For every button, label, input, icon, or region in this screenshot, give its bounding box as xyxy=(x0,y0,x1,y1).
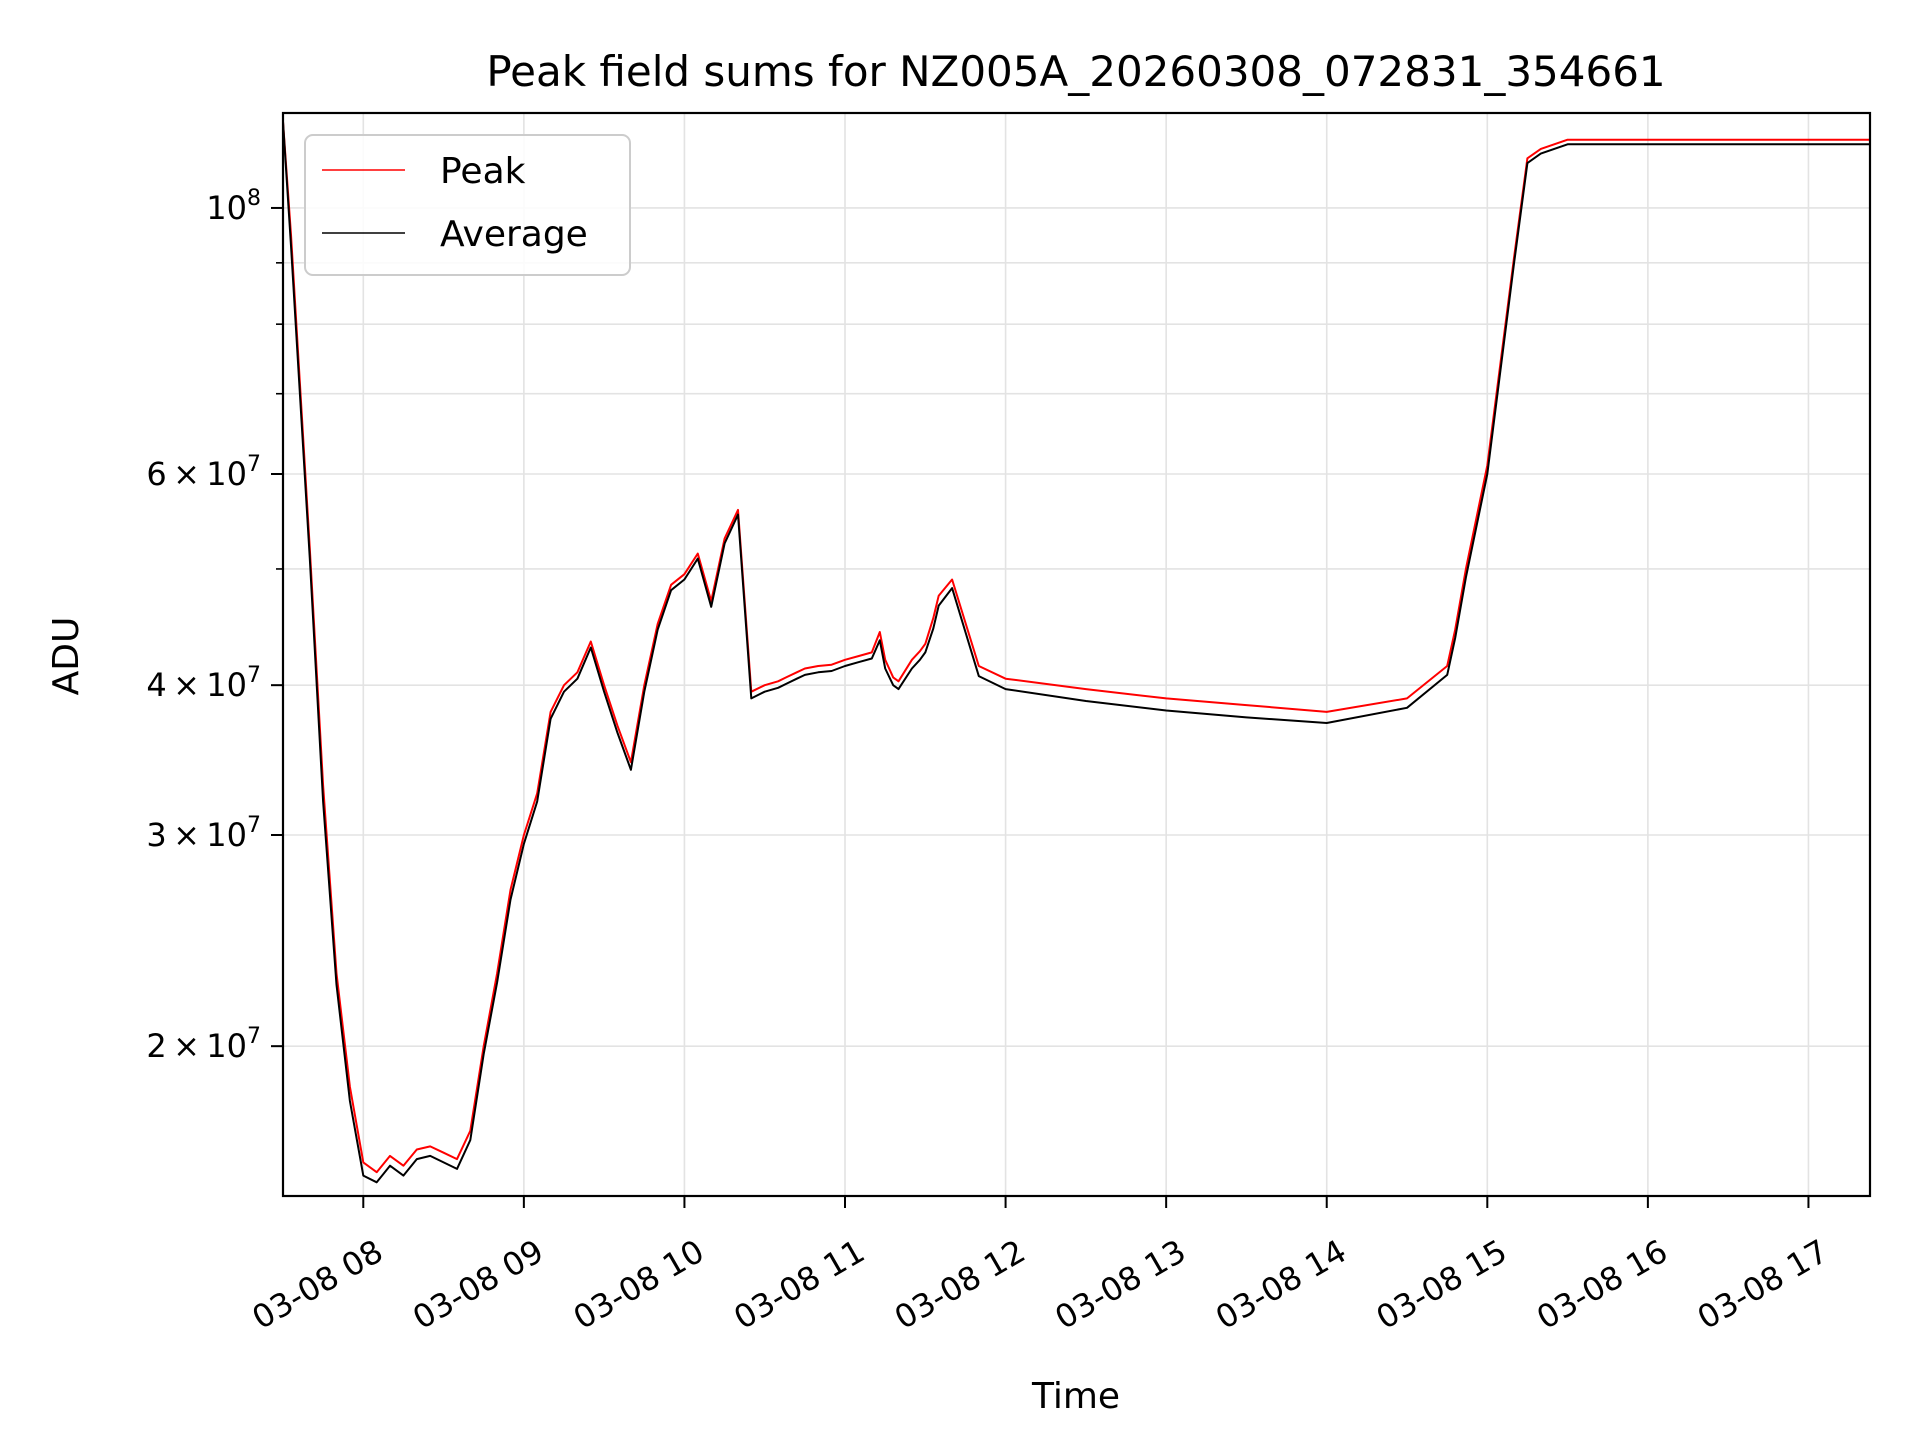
y-tick-label: 6 × 107 xyxy=(146,452,261,493)
x-tick-label: 03-08 11 xyxy=(727,1232,871,1337)
x-axis-label: Time xyxy=(1031,1376,1120,1417)
y-tick-label: 2 × 107 xyxy=(146,1024,261,1065)
series-line-peak xyxy=(283,121,1870,1174)
x-tick-label: 03-08 10 xyxy=(567,1232,711,1337)
y-tick-label: 4 × 107 xyxy=(146,663,261,704)
legend-label-average: Average xyxy=(440,214,588,255)
y-axis-label: ADU xyxy=(46,617,87,696)
series-layer xyxy=(283,121,1870,1184)
x-tick-label: 03-08 15 xyxy=(1370,1232,1514,1337)
x-tick-label: 03-08 13 xyxy=(1049,1232,1193,1337)
x-tick-label: 03-08 09 xyxy=(406,1232,550,1337)
chart-title: Peak field sums for NZ005A_20260308_0728… xyxy=(486,47,1665,96)
x-tick-label: 03-08 16 xyxy=(1530,1232,1674,1337)
x-tick-label: 03-08 17 xyxy=(1691,1232,1835,1337)
x-tick-label: 03-08 14 xyxy=(1209,1232,1353,1337)
plot-frame xyxy=(281,111,1872,1198)
legend: Peak Average xyxy=(304,134,631,276)
x-tick-label: 03-08 08 xyxy=(246,1232,390,1337)
x-tick-label: 03-08 12 xyxy=(888,1232,1032,1337)
y-axis: 2 × 107 3 × 107 4 × 107 6 × 107 108 xyxy=(146,186,283,1065)
x-axis: 03-08 08 03-08 09 03-08 10 03-08 11 03-08 12… xyxy=(246,1196,1835,1337)
y-tick-label: 3 × 107 xyxy=(146,813,261,854)
legend-label-peak: Peak xyxy=(440,151,526,192)
grid xyxy=(283,113,1870,1196)
series-line-average xyxy=(283,121,1870,1184)
y-tick-label: 108 xyxy=(206,186,261,227)
